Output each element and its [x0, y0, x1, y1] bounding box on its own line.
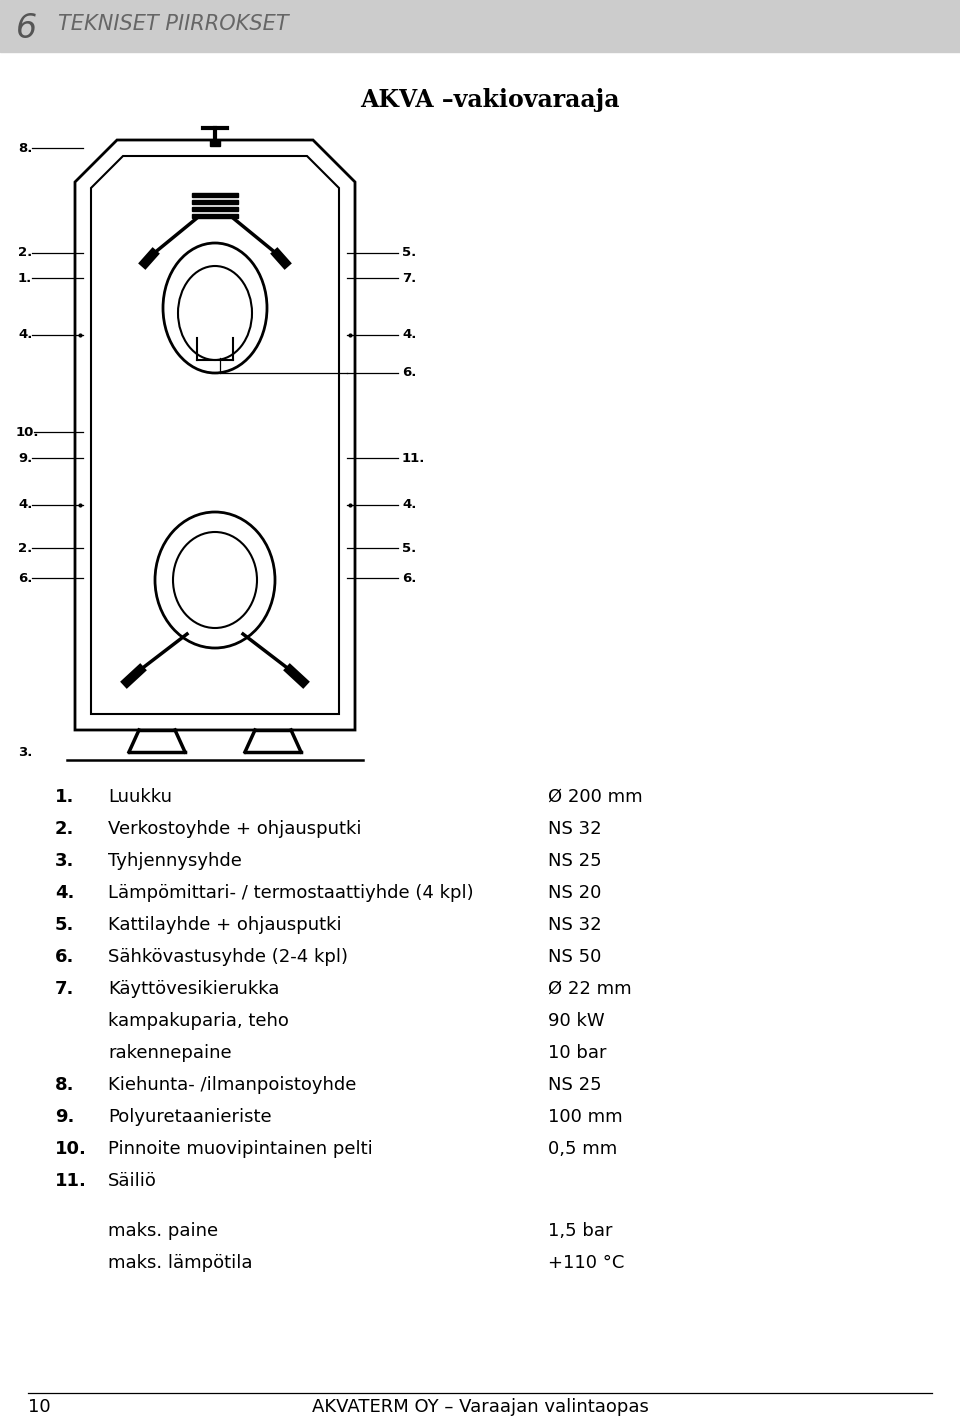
- Text: 5.: 5.: [55, 916, 74, 933]
- Text: 2.: 2.: [55, 820, 74, 838]
- Text: Ø 22 mm: Ø 22 mm: [548, 980, 632, 998]
- Text: NS 25: NS 25: [548, 852, 602, 869]
- Text: 100 mm: 100 mm: [548, 1109, 623, 1126]
- Text: rakennepaine: rakennepaine: [108, 1044, 231, 1062]
- Text: Verkostoyhde + ohjausputki: Verkostoyhde + ohjausputki: [108, 820, 362, 838]
- Text: 11.: 11.: [55, 1173, 86, 1190]
- Text: TEKNISET PIIRROKSET: TEKNISET PIIRROKSET: [58, 14, 289, 34]
- Text: Pinnoite muovipintainen pelti: Pinnoite muovipintainen pelti: [108, 1140, 372, 1158]
- Text: +110 °C: +110 °C: [548, 1254, 624, 1272]
- Text: 10 bar: 10 bar: [548, 1044, 607, 1062]
- Text: 10.: 10.: [55, 1140, 86, 1158]
- Text: Polyuretaanieriste: Polyuretaanieriste: [108, 1109, 272, 1126]
- Text: 11.: 11.: [402, 451, 425, 464]
- Text: NS 32: NS 32: [548, 820, 602, 838]
- Text: Luukku: Luukku: [108, 788, 172, 805]
- Text: 4.: 4.: [402, 498, 417, 511]
- Text: 9.: 9.: [18, 451, 33, 464]
- Text: 1.: 1.: [18, 272, 33, 285]
- Text: NS 25: NS 25: [548, 1076, 602, 1094]
- Text: AKVA –vakiovaraaja: AKVA –vakiovaraaja: [360, 88, 620, 112]
- Text: kampakuparia, teho: kampakuparia, teho: [108, 1012, 289, 1030]
- Text: 6.: 6.: [402, 572, 417, 585]
- Text: 8.: 8.: [18, 141, 33, 155]
- PathPatch shape: [91, 157, 339, 714]
- Text: Kiehunta- /ilmanpoistoyhde: Kiehunta- /ilmanpoistoyhde: [108, 1076, 356, 1094]
- Text: Kattilayhde + ohjausputki: Kattilayhde + ohjausputki: [108, 916, 342, 933]
- Text: Sähkövastusyhde (2-4 kpl): Sähkövastusyhde (2-4 kpl): [108, 948, 348, 966]
- Text: 10: 10: [28, 1397, 51, 1416]
- Text: 6.: 6.: [55, 948, 74, 966]
- Text: 6.: 6.: [402, 367, 417, 380]
- Text: Käyttövesikierukka: Käyttövesikierukka: [108, 980, 279, 998]
- Text: 2.: 2.: [18, 542, 33, 555]
- Text: Ø 200 mm: Ø 200 mm: [548, 788, 642, 805]
- Text: 6.: 6.: [18, 572, 33, 585]
- Text: NS 50: NS 50: [548, 948, 601, 966]
- Text: 4.: 4.: [55, 884, 74, 902]
- Text: 7.: 7.: [402, 272, 417, 285]
- Text: 9.: 9.: [55, 1109, 74, 1126]
- Text: maks. paine: maks. paine: [108, 1222, 218, 1239]
- Ellipse shape: [155, 512, 275, 647]
- Text: 1,5 bar: 1,5 bar: [548, 1222, 612, 1239]
- Text: 2.: 2.: [18, 246, 33, 259]
- Bar: [0, 0, 960, 53]
- Bar: [192, 206, 238, 211]
- Text: 0,5 mm: 0,5 mm: [548, 1140, 617, 1158]
- Text: 7.: 7.: [55, 980, 74, 998]
- Text: 4.: 4.: [18, 329, 33, 342]
- Text: maks. lämpötila: maks. lämpötila: [108, 1254, 252, 1272]
- Bar: [192, 192, 238, 196]
- Ellipse shape: [163, 243, 267, 373]
- Ellipse shape: [178, 266, 252, 360]
- Text: 8.: 8.: [55, 1076, 75, 1094]
- Text: Säiliö: Säiliö: [108, 1173, 156, 1190]
- Text: 1.: 1.: [55, 788, 74, 805]
- Text: 3.: 3.: [18, 746, 33, 758]
- Bar: [192, 199, 238, 203]
- Text: 4.: 4.: [18, 498, 33, 511]
- Text: 6: 6: [16, 11, 37, 46]
- Bar: [192, 213, 238, 218]
- Text: Lämpömittari- / termostaattiyhde (4 kpl): Lämpömittari- / termostaattiyhde (4 kpl): [108, 884, 473, 902]
- Text: AKVATERM OY – Varaajan valintaopas: AKVATERM OY – Varaajan valintaopas: [312, 1397, 648, 1416]
- Text: 90 kW: 90 kW: [548, 1012, 605, 1030]
- Text: 5.: 5.: [402, 246, 417, 259]
- Text: 5.: 5.: [402, 542, 417, 555]
- Text: 4.: 4.: [402, 329, 417, 342]
- Text: 10.: 10.: [16, 425, 39, 438]
- Text: 3.: 3.: [55, 852, 74, 869]
- PathPatch shape: [75, 139, 355, 730]
- Bar: [210, 139, 220, 147]
- Text: NS 20: NS 20: [548, 884, 601, 902]
- Text: Tyhjennysyhde: Tyhjennysyhde: [108, 852, 242, 869]
- Text: NS 32: NS 32: [548, 916, 602, 933]
- Ellipse shape: [173, 532, 257, 628]
